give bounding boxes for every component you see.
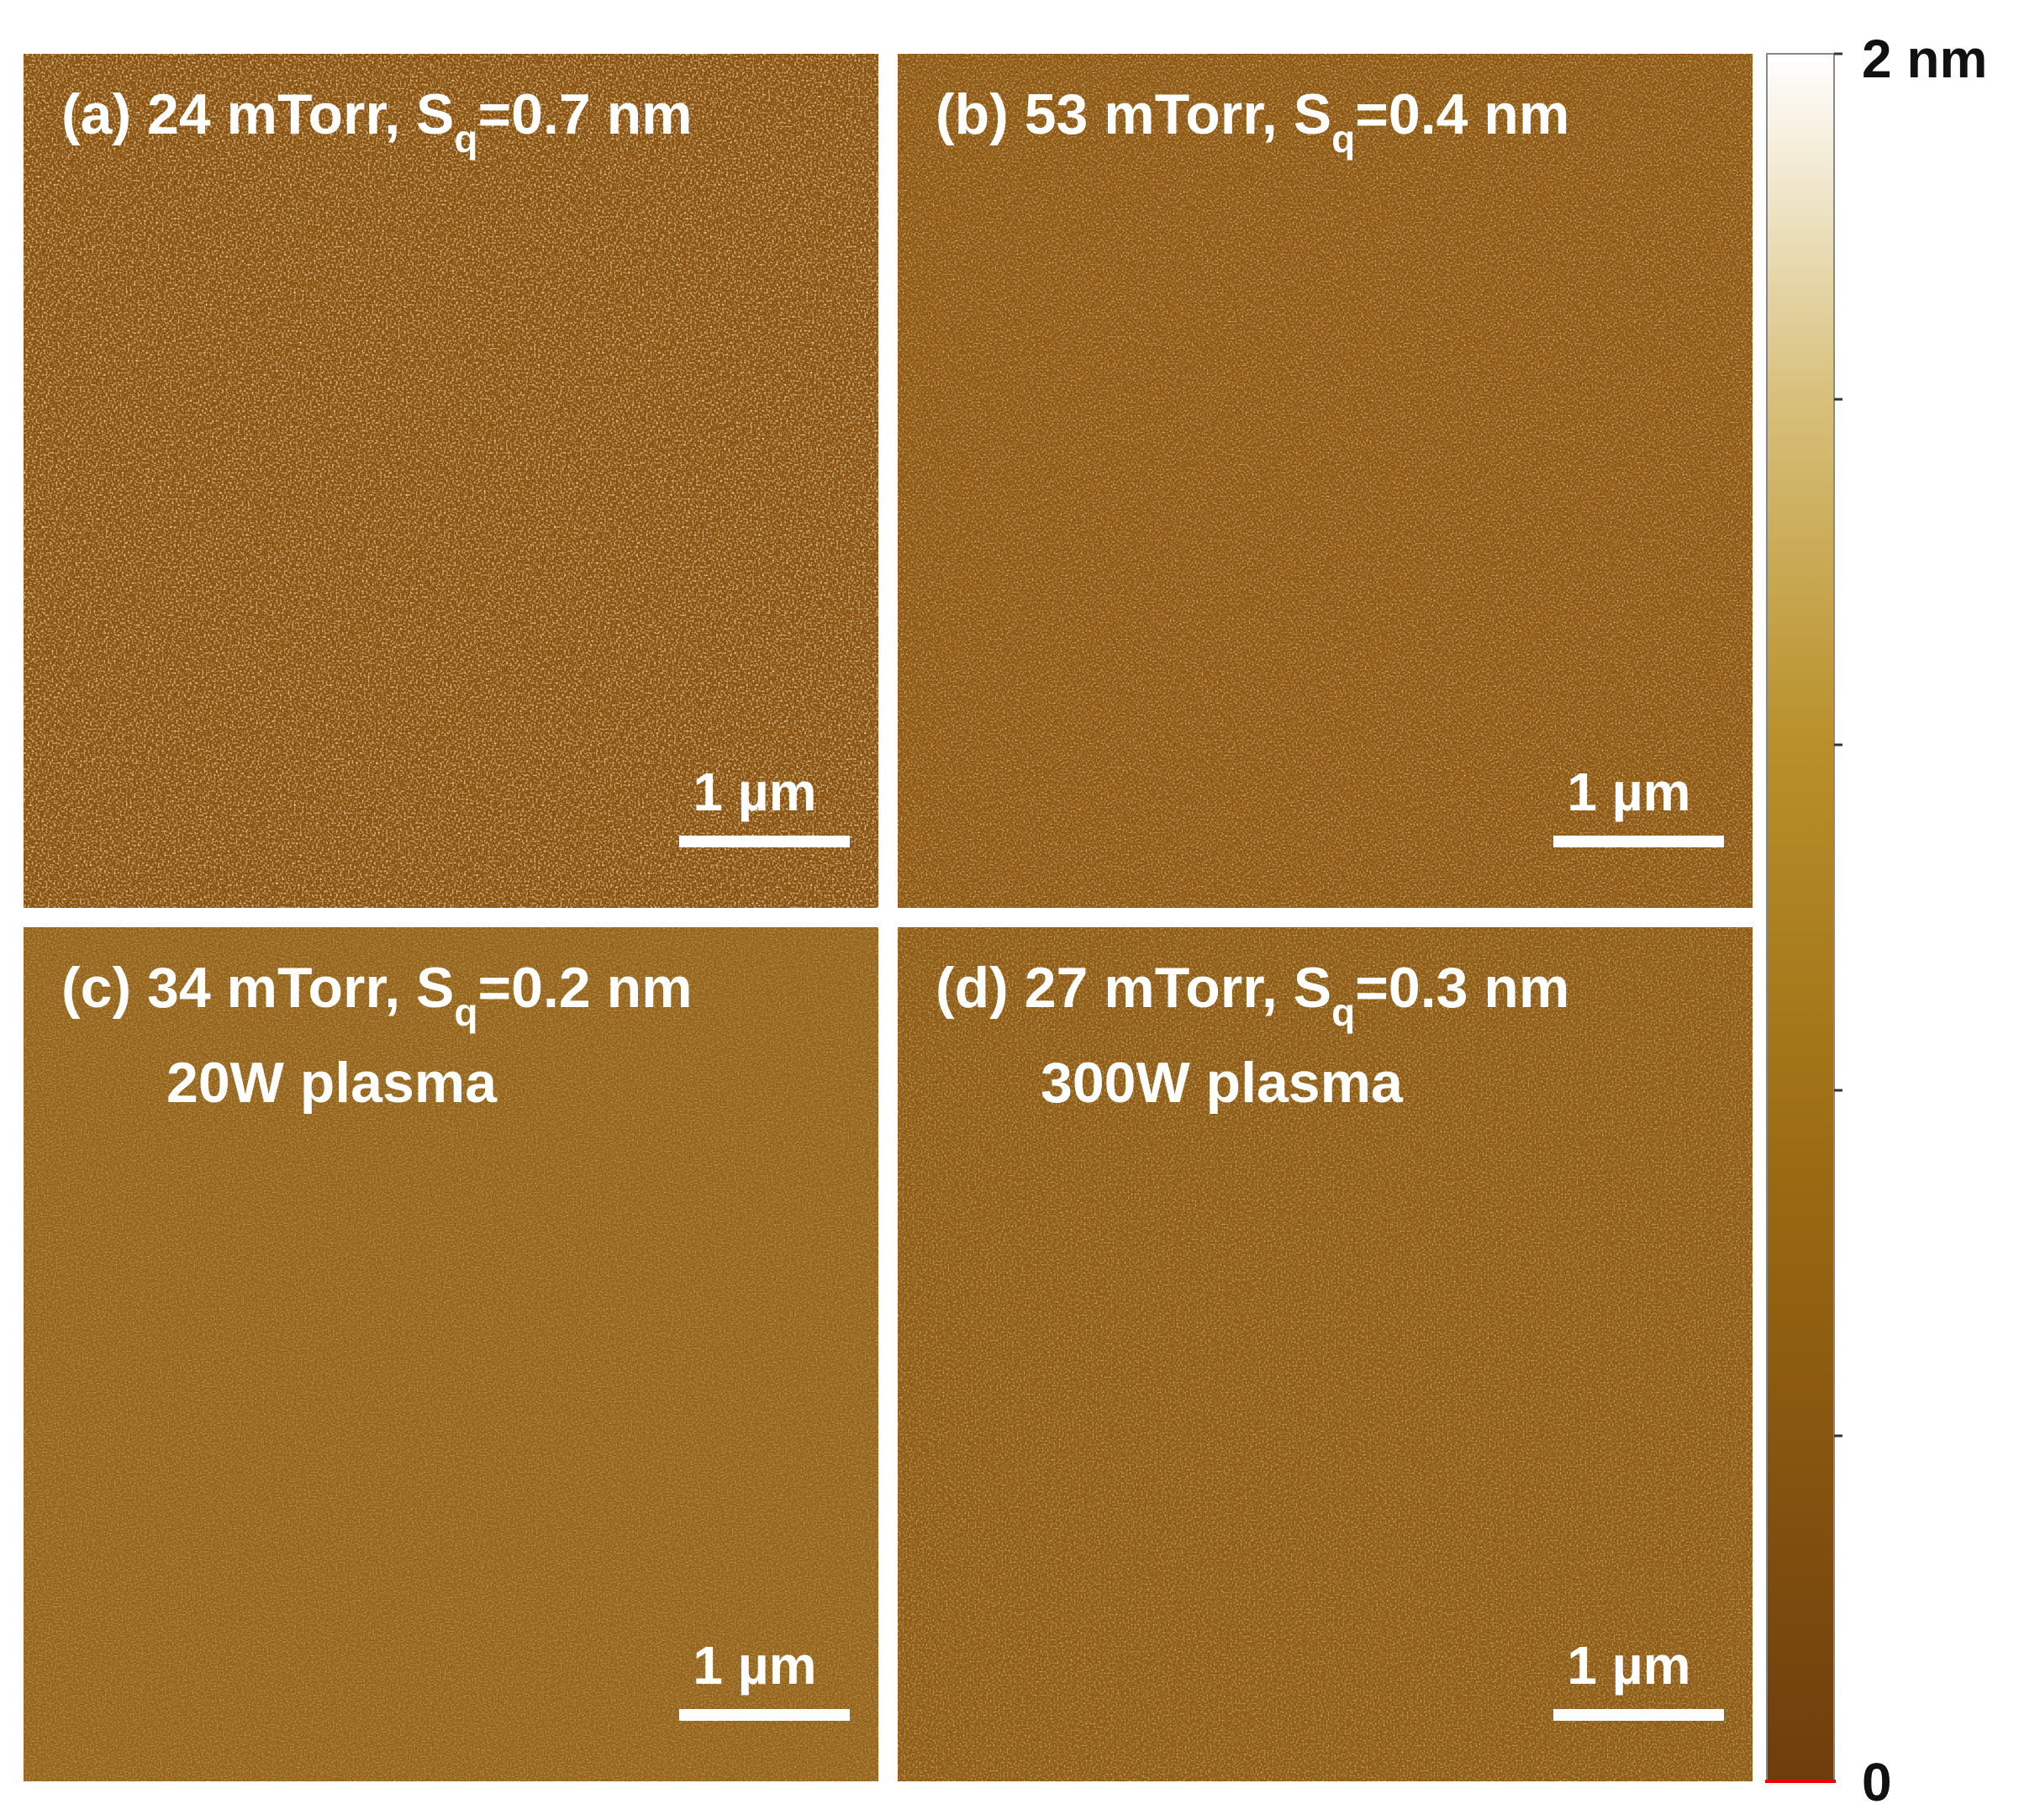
colorbar-ticks [1834,52,1842,1438]
label-subscript: q [1331,117,1355,161]
afm-texture [24,54,878,908]
label-text: (c) 34 mTorr, S [61,956,454,1020]
label-text: (a) 24 mTorr, S [61,82,454,146]
afm-texture [898,54,1753,908]
label-text: =0.4 nm [1355,82,1569,146]
label-subscript: q [454,117,477,161]
afm-panel: (c) 34 mTorr, Sq=0.2 nm 20W plasma 1 µm [24,927,878,1781]
label-text: =0.2 nm [477,956,692,1020]
scale-bar-label: 1 µm [1567,762,1690,822]
label-text: (b) 53 mTorr, S [936,82,1331,146]
colorbar [1766,53,1835,1782]
panel-subtitle: 20W plasma [166,1051,498,1115]
label-text: =0.3 nm [1355,956,1569,1020]
scale-bar-label: 1 µm [693,762,816,822]
scale-bar-label: 1 µm [693,1635,816,1696]
scale-bar [679,836,850,847]
afm-texture [898,927,1753,1781]
scale-bar-label: 1 µm [1567,1635,1690,1696]
panel-label: (c) 34 mTorr, Sq=0.2 nm [61,956,693,1034]
scale-bar [1553,836,1724,847]
colorbar-min: 0 [1862,1752,1892,1812]
panel-label: (a) 24 mTorr, Sq=0.7 nm [61,82,693,161]
panel-label: (b) 53 mTorr, Sq=0.4 nm [936,82,1569,161]
label-subscript: q [1331,990,1355,1034]
afm-texture [24,927,878,1781]
label-subscript: q [454,990,477,1034]
afm-panel: (d) 27 mTorr, Sq=0.3 nm 300W plasma 1 µm [898,927,1753,1781]
afm-panel: (a) 24 mTorr, Sq=0.7 nm 1 µm [24,54,878,908]
panel-label: (d) 27 mTorr, Sq=0.3 nm [936,956,1569,1034]
panel-subtitle: 300W plasma [1041,1051,1404,1115]
label-text: (d) 27 mTorr, S [936,956,1331,1020]
label-text: =0.7 nm [477,82,692,146]
afm-panel: (b) 53 mTorr, Sq=0.4 nm 1 µm [898,54,1753,908]
colorbar-max: 2 nm [1862,29,1987,89]
scale-bar [679,1709,850,1721]
scale-bar [1553,1709,1724,1721]
